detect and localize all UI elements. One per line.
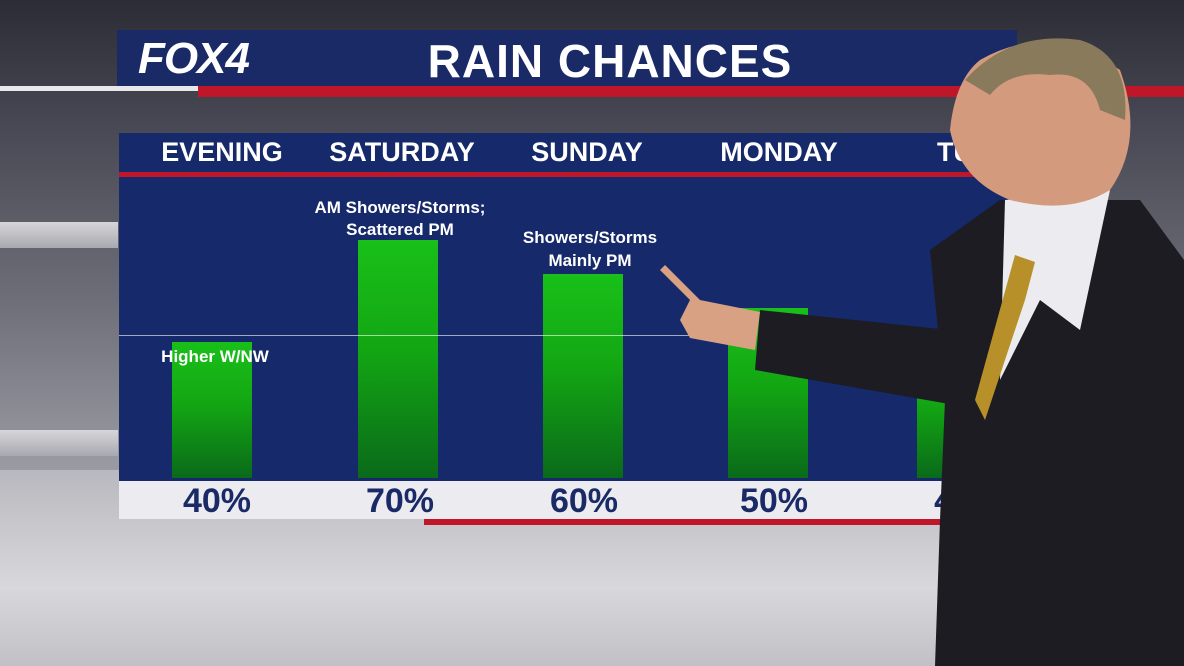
percent-row — [119, 481, 1059, 519]
guide-line — [119, 335, 719, 336]
value-label-sunday: 60% — [549, 482, 619, 520]
day-label-evening: EVENING — [161, 137, 283, 167]
studio-rail-lower-left — [0, 430, 118, 456]
header-stripe-white — [0, 86, 198, 91]
bar-saturday — [358, 240, 438, 478]
value-label-saturday: 70% — [365, 482, 435, 520]
day-label-underline — [119, 172, 1059, 177]
annotation-evening-line-1: Higher W/NW — [161, 347, 269, 366]
header-bar — [117, 30, 1017, 86]
bar-sunday — [543, 274, 623, 478]
day-label-sunday: SUNDAY — [531, 137, 643, 167]
annotation-saturday-line-2: Scattered PM — [346, 220, 454, 239]
day-label-monday: MONDAY — [720, 137, 838, 167]
annotation-sunday-line-2: Mainly PM — [548, 251, 632, 270]
header-stripe-red — [198, 86, 1184, 97]
value-label-monday: 50% — [739, 482, 809, 520]
value-label-evening: 40% — [182, 482, 252, 520]
day-label-row: EVENING SATURDAY SUNDAY MONDAY TUE — [119, 137, 1059, 173]
presenter-image — [660, 38, 1184, 666]
fox4-logo: FOX4 — [138, 34, 250, 83]
percent-row-underline — [424, 519, 964, 525]
annotation-saturday-line-1: AM Showers/Storms; — [314, 198, 486, 217]
day-label-saturday: SATURDAY — [329, 137, 475, 167]
bar-evening — [172, 342, 252, 478]
annotation-sunday-line-1: Showers/Storms — [522, 228, 658, 247]
chart-title: RAIN CHANCES — [427, 35, 793, 87]
studio-rail-left — [0, 222, 118, 248]
